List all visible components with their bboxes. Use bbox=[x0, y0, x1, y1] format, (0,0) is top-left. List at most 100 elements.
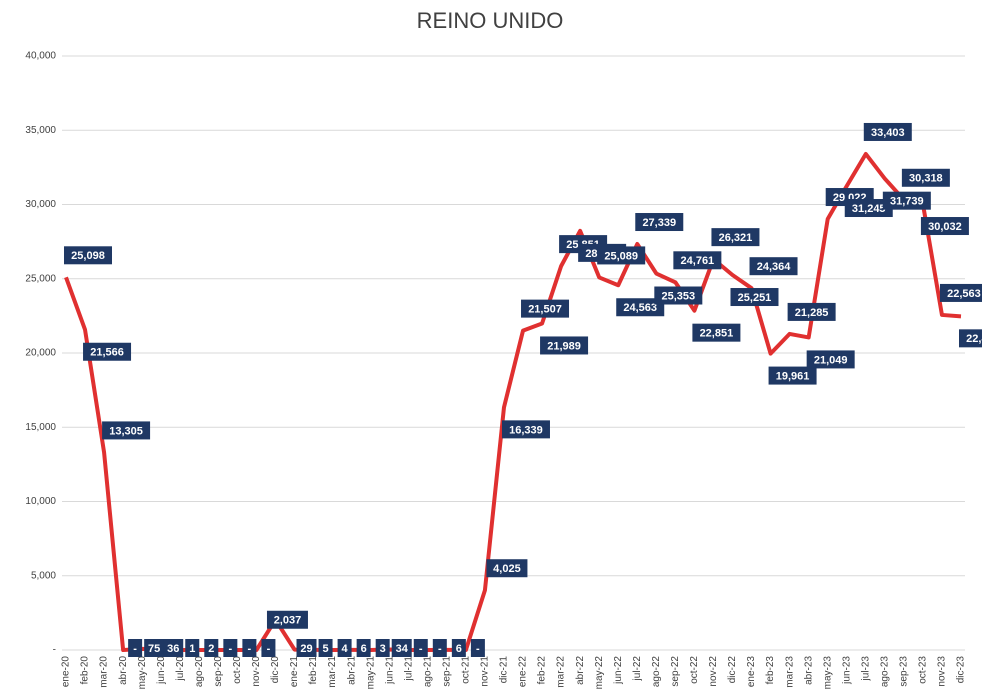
data-label-text: - bbox=[438, 643, 442, 655]
data-label-text: 22,469 bbox=[966, 333, 982, 345]
data-label: 31,739 bbox=[882, 191, 931, 210]
x-tick-label: ene-21 bbox=[289, 656, 300, 688]
x-tick-label: oct-23 bbox=[918, 656, 929, 684]
data-label-box bbox=[863, 122, 912, 141]
data-label: 21,049 bbox=[806, 350, 855, 369]
data-label-box bbox=[470, 639, 485, 657]
data-label-box bbox=[185, 639, 200, 657]
data-label: 33,403 bbox=[863, 122, 912, 141]
data-label: 3 bbox=[375, 639, 390, 657]
data-label-box bbox=[318, 639, 333, 657]
data-label-box bbox=[261, 639, 276, 657]
data-label: - bbox=[223, 639, 238, 657]
x-tick-label: may-21 bbox=[365, 656, 376, 690]
x-tick-label: jul-21 bbox=[403, 656, 414, 682]
chart-title: REINO UNIDO bbox=[417, 8, 564, 33]
data-label-text: 75 bbox=[148, 643, 160, 655]
x-tick-label: jul-20 bbox=[175, 656, 186, 682]
data-label-text: 21,507 bbox=[528, 304, 562, 316]
data-label: 25,251 bbox=[730, 288, 779, 307]
y-tick-label: 10,000 bbox=[25, 496, 56, 507]
data-label-text: 21,049 bbox=[814, 354, 848, 366]
x-tick-label: oct-22 bbox=[689, 656, 700, 684]
data-label-box bbox=[64, 246, 112, 265]
y-tick-label: 5,000 bbox=[31, 570, 56, 581]
data-label-box bbox=[83, 342, 132, 361]
data-label: 26,321 bbox=[711, 228, 760, 247]
data-label-text: 13,305 bbox=[109, 425, 143, 437]
x-tick-label: sep-22 bbox=[670, 656, 681, 687]
data-label-text: 25,098 bbox=[71, 250, 105, 262]
data-label-box bbox=[242, 639, 257, 657]
x-tick-label: abr-22 bbox=[575, 656, 586, 685]
data-label-box bbox=[597, 246, 646, 265]
data-label: 22,851 bbox=[692, 323, 741, 342]
data-label: 30,318 bbox=[901, 168, 950, 187]
x-tick-label: dic-21 bbox=[499, 656, 510, 684]
data-label: - bbox=[128, 639, 143, 657]
data-label-text: 21,989 bbox=[547, 340, 581, 352]
x-tick-label: sep-23 bbox=[899, 656, 910, 687]
data-label-text: 6 bbox=[456, 643, 462, 655]
data-label-text: - bbox=[248, 643, 252, 655]
data-label-box bbox=[939, 283, 982, 302]
data-label-box bbox=[128, 639, 143, 657]
data-label: - bbox=[261, 639, 276, 657]
x-tick-label: ene-20 bbox=[61, 656, 72, 688]
x-tick-label: mar-22 bbox=[556, 656, 567, 688]
x-tick-label: may-22 bbox=[594, 656, 605, 690]
data-label-text: 22,563 bbox=[947, 288, 981, 300]
data-label-box bbox=[711, 228, 760, 247]
x-tick-label: jul-22 bbox=[632, 656, 643, 682]
x-tick-label: sep-20 bbox=[213, 656, 224, 687]
y-tick-label: 20,000 bbox=[25, 348, 56, 359]
data-label: 16,339 bbox=[501, 420, 550, 439]
data-label-text: 2,037 bbox=[274, 615, 302, 627]
data-label-box bbox=[391, 639, 412, 657]
x-tick-label: mar-20 bbox=[99, 656, 110, 688]
data-label: 25,353 bbox=[654, 286, 703, 305]
data-label-box bbox=[451, 639, 466, 657]
x-tick-label: may-20 bbox=[137, 656, 148, 690]
data-label: 31,245 bbox=[844, 199, 893, 218]
y-tick-label: 35,000 bbox=[25, 125, 56, 136]
y-tick-label: 30,000 bbox=[25, 199, 56, 210]
x-tick-label: nov-22 bbox=[708, 656, 719, 687]
data-label: 21,566 bbox=[83, 342, 132, 361]
data-label-box bbox=[673, 251, 722, 270]
data-label-box bbox=[204, 639, 219, 657]
data-label: - bbox=[242, 639, 257, 657]
x-tick-label: ene-23 bbox=[746, 656, 757, 688]
data-label: 21,507 bbox=[521, 299, 570, 318]
data-label-box bbox=[266, 610, 308, 629]
data-label: 4 bbox=[337, 639, 352, 657]
data-label-box bbox=[501, 420, 550, 439]
data-label-text: 25,089 bbox=[604, 250, 638, 262]
data-label-box bbox=[616, 298, 665, 317]
data-label-box bbox=[144, 639, 165, 657]
data-label: 27,339 bbox=[635, 213, 684, 232]
data-label-text: 26,321 bbox=[719, 232, 753, 244]
data-label-box bbox=[654, 286, 703, 305]
data-label: 19,961 bbox=[768, 366, 817, 385]
x-tick-label: mar-23 bbox=[784, 656, 795, 688]
data-label-text: - bbox=[229, 643, 233, 655]
x-tick-label: feb-20 bbox=[80, 656, 91, 685]
data-label: 29 bbox=[296, 639, 317, 657]
x-tick-label: abr-23 bbox=[803, 656, 814, 685]
x-tick-label: jul-23 bbox=[860, 656, 871, 682]
data-label-text: 4,025 bbox=[493, 563, 521, 575]
data-label-text: 2 bbox=[208, 643, 214, 655]
x-tick-label: feb-22 bbox=[537, 656, 548, 685]
data-label: 6 bbox=[356, 639, 371, 657]
x-tick-label: may-23 bbox=[822, 656, 833, 690]
data-label-text: 31,245 bbox=[852, 203, 886, 215]
data-label-text: 22,851 bbox=[700, 328, 734, 340]
x-tick-label: nov-20 bbox=[251, 656, 262, 687]
x-tick-label: dic-23 bbox=[956, 656, 967, 684]
data-label: 21,285 bbox=[787, 302, 836, 321]
data-label-text: 6 bbox=[361, 643, 367, 655]
data-label-box bbox=[768, 366, 817, 385]
data-label: 24,761 bbox=[673, 251, 722, 270]
data-label: 36 bbox=[163, 639, 184, 657]
